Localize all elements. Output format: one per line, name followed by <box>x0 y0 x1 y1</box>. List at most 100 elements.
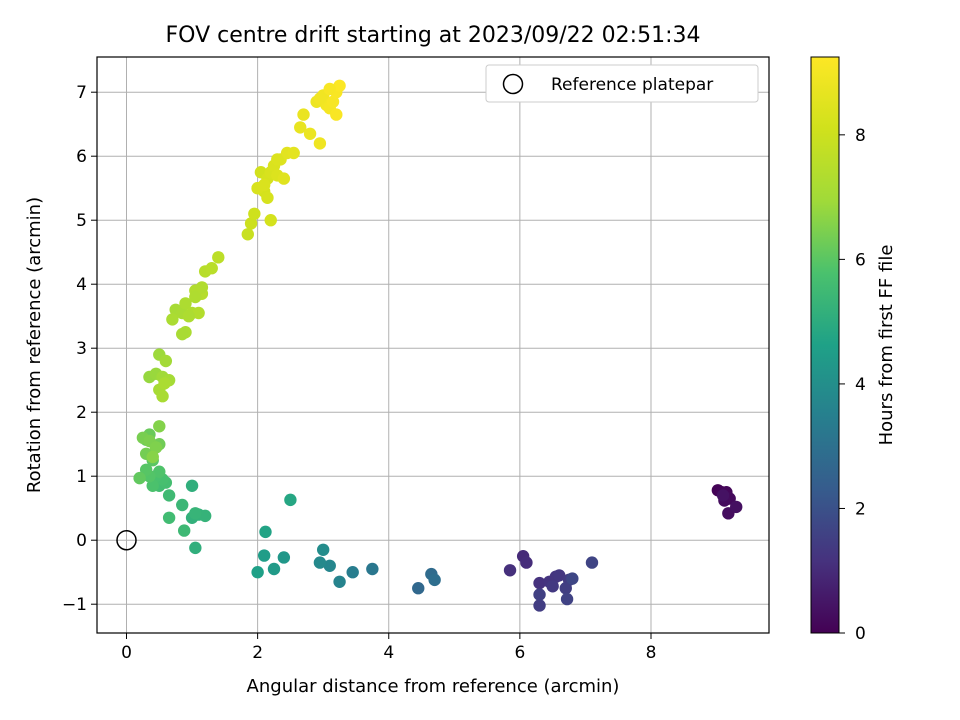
data-point <box>146 450 159 464</box>
data-point <box>333 575 346 588</box>
data-point <box>294 121 307 134</box>
data-point <box>553 569 566 582</box>
data-point <box>313 137 327 150</box>
data-point <box>162 489 176 502</box>
y-tick-label: 0 <box>76 531 87 551</box>
data-point <box>287 146 300 160</box>
y-tick-label: 7 <box>76 83 87 103</box>
data-point <box>179 297 192 310</box>
data-point <box>503 564 517 577</box>
x-tick-label: 8 <box>646 643 657 663</box>
colorbar-label: Hours from first FF file <box>876 245 897 446</box>
colorbar-tick-label: 4 <box>855 375 866 395</box>
data-point <box>323 82 336 96</box>
data-point <box>176 327 189 341</box>
data-point <box>162 511 176 524</box>
data-point <box>560 592 574 606</box>
colorbar-tick-label: 6 <box>855 250 866 270</box>
data-point <box>159 354 173 368</box>
data-point <box>730 500 743 514</box>
data-point <box>189 290 202 304</box>
data-point <box>520 556 533 569</box>
data-point <box>716 489 730 502</box>
data-point <box>585 556 599 569</box>
data-point <box>559 582 572 595</box>
colorbar-tick-label: 2 <box>855 499 866 519</box>
data-point <box>156 390 169 403</box>
x-tick-label: 2 <box>252 643 263 663</box>
y-axis-label: Rotation from reference (arcmin) <box>24 197 45 493</box>
data-point <box>166 313 179 326</box>
data-point <box>271 153 284 166</box>
data-point <box>261 191 274 204</box>
data-point <box>277 172 291 185</box>
data-point <box>316 543 330 556</box>
data-point <box>313 556 327 569</box>
data-point <box>189 507 202 520</box>
data-point <box>428 573 441 587</box>
legend: Reference platepar <box>485 64 759 103</box>
data-point <box>182 310 195 323</box>
colorbar-tick-label: 8 <box>855 126 866 146</box>
x-axis-label: Angular distance from reference (arcmin) <box>247 676 620 697</box>
colorbar-gradient <box>810 56 840 634</box>
data-point <box>346 566 359 579</box>
plot-frame <box>96 56 770 634</box>
data-point <box>330 108 343 121</box>
data-point <box>366 562 379 576</box>
data-point <box>566 572 579 585</box>
y-tick-label: 2 <box>76 403 87 423</box>
y-tick-label: −1 <box>62 595 87 615</box>
data-point <box>533 599 546 612</box>
data-point <box>189 541 202 555</box>
data-point <box>264 214 277 227</box>
data-point <box>257 549 271 562</box>
data-point <box>259 525 272 539</box>
data-point <box>153 465 166 478</box>
colorbar: 0 2 4 6 8 Hours from first FF file <box>810 56 897 644</box>
data-point <box>195 281 209 294</box>
legend-box <box>485 64 759 103</box>
data-point <box>149 441 163 454</box>
data-point <box>176 498 189 512</box>
reference-point-marker <box>116 529 137 551</box>
data-point <box>177 524 191 537</box>
data-point <box>313 92 327 105</box>
y-tick-label: 5 <box>76 211 87 231</box>
data-point <box>297 108 310 121</box>
x-tick-label: 4 <box>383 643 394 663</box>
data-point <box>185 479 199 492</box>
data-point <box>158 377 171 390</box>
data-point <box>284 493 297 507</box>
data-point <box>546 580 559 593</box>
data-point <box>241 228 254 241</box>
data-point <box>212 251 225 264</box>
data-point <box>267 562 281 576</box>
data-point <box>139 463 153 476</box>
x-axis-ticks: 0 2 4 6 8 <box>121 633 656 663</box>
legend-entry-label: Reference platepar <box>551 75 713 95</box>
data-point <box>533 588 546 601</box>
y-tick-label: 6 <box>76 147 87 167</box>
data-point <box>244 217 258 230</box>
data-point <box>333 79 346 93</box>
data-point <box>533 576 546 590</box>
scatter-points <box>133 79 743 612</box>
legend-reference-marker <box>502 73 524 95</box>
colorbar-ticks: 0 2 4 6 8 <box>839 126 866 644</box>
data-point <box>133 471 146 485</box>
data-point <box>198 509 212 523</box>
data-point <box>326 95 340 109</box>
chart-title: FOV centre drift starting at 2023/09/22 … <box>166 23 701 48</box>
data-point <box>323 559 336 572</box>
x-tick-label: 6 <box>514 643 525 663</box>
data-point <box>205 262 218 275</box>
data-point <box>248 207 261 220</box>
data-point <box>257 178 271 192</box>
x-tick-label: 0 <box>121 643 132 663</box>
data-point <box>277 551 291 564</box>
y-axis-ticks: −1 0 1 2 3 4 5 6 7 <box>62 83 97 615</box>
data-point <box>192 306 205 320</box>
data-point <box>146 479 159 492</box>
